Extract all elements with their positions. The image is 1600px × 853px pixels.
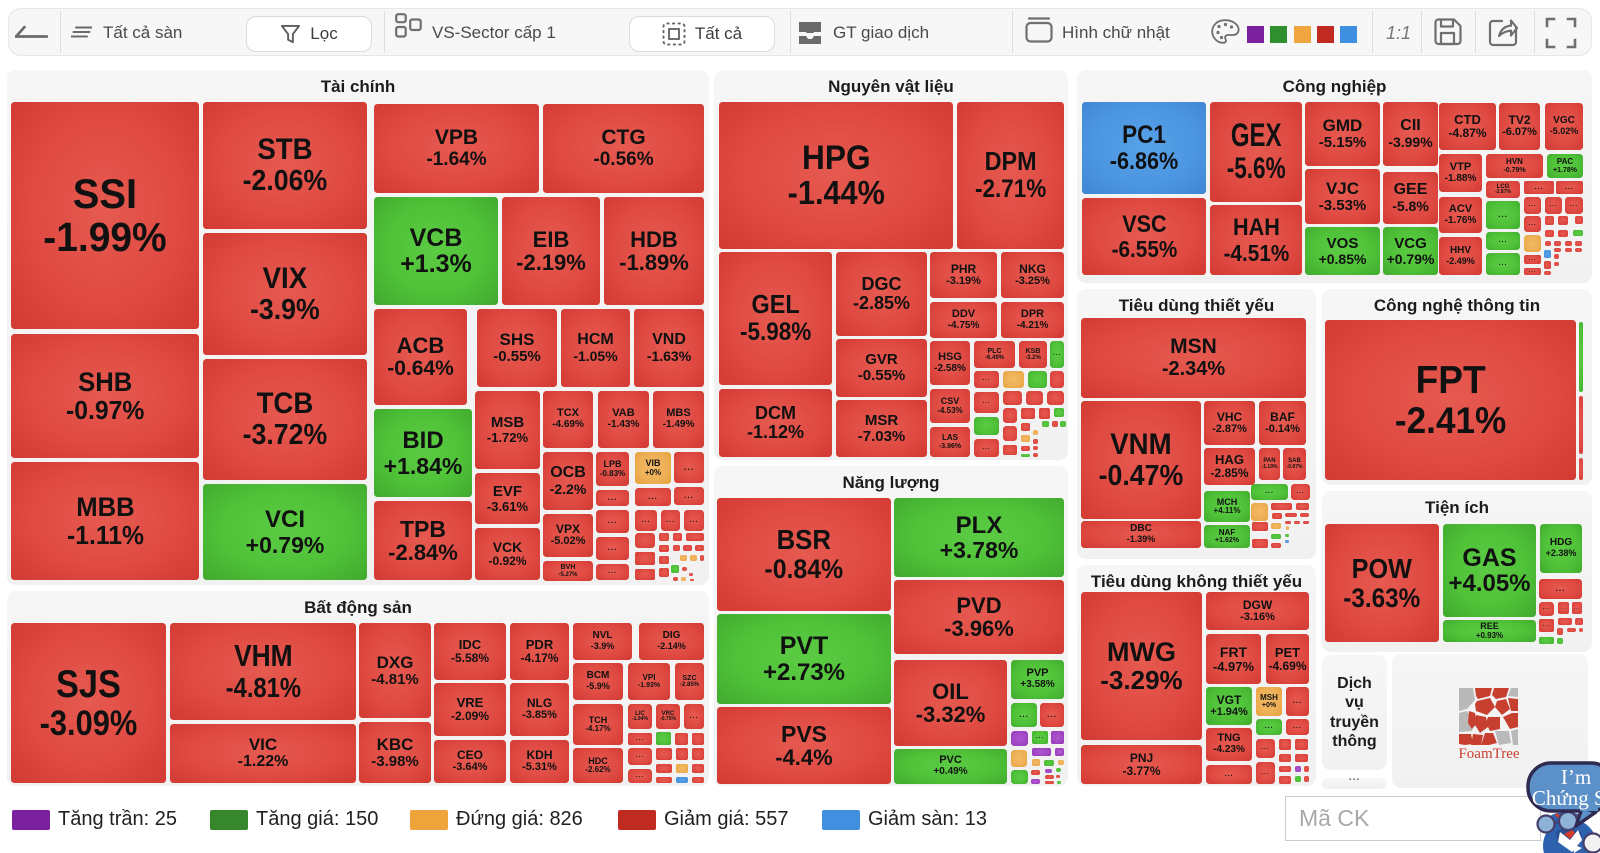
svg-text:Chứng Sỹ: Chứng Sỹ xyxy=(1532,786,1600,810)
svg-text:FoamTree: FoamTree xyxy=(1459,746,1519,760)
svg-text:I’m: I’m xyxy=(1561,765,1591,789)
